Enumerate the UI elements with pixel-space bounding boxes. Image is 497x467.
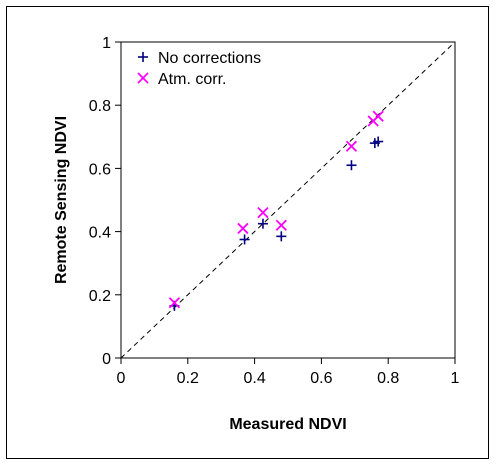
y-tick-label: 0 <box>102 351 111 368</box>
tick-labels: 0 0.2 0.4 0.6 0.8 1 0 0.2 0.4 0.6 0.8 1 <box>89 35 460 387</box>
plot-area <box>120 41 456 359</box>
x-tick-label: 0 <box>117 370 126 387</box>
data-point-plus <box>346 160 357 171</box>
data-point-x <box>168 297 181 309</box>
y-tick-label: 0.6 <box>89 161 111 178</box>
legend-label: Atm. corr. <box>158 71 226 88</box>
data-marks <box>168 110 384 311</box>
x-axis-title: Measured NDVI <box>229 416 346 433</box>
x-tick-label: 0.6 <box>310 370 332 387</box>
one-to-one-line <box>120 41 456 359</box>
series-1 <box>169 136 384 311</box>
data-point-plus <box>276 231 287 242</box>
y-tick-label: 0.2 <box>89 288 111 305</box>
series-2 <box>168 110 384 309</box>
x-tick-label: 0.8 <box>377 370 399 387</box>
data-point-x <box>275 219 287 231</box>
axes <box>115 41 456 364</box>
y-tick-label: 0.4 <box>89 225 111 242</box>
data-point-plus <box>373 136 384 147</box>
data-point-x <box>237 222 249 235</box>
x-tick-label: 0.2 <box>177 370 199 387</box>
x-tick-label: 1 <box>451 370 460 387</box>
legend-marker-plus <box>138 52 148 62</box>
plot-border <box>120 41 456 359</box>
x-tick-label: 0.4 <box>243 370 265 387</box>
data-point-x <box>372 110 384 122</box>
legend-label: No corrections <box>158 50 261 67</box>
y-axis-title: Remote Sensing NDVI <box>53 116 70 284</box>
data-point-x <box>257 207 269 219</box>
data-point-plus <box>257 218 268 229</box>
data-point-plus <box>239 234 250 245</box>
y-tick-label: 1 <box>102 35 111 52</box>
reference-line-group <box>120 41 456 359</box>
data-point-x <box>345 140 358 152</box>
y-tick-label: 0.8 <box>89 98 111 115</box>
legend-marker-x <box>137 72 149 84</box>
legend: No corrections Atm. corr. <box>137 50 261 88</box>
